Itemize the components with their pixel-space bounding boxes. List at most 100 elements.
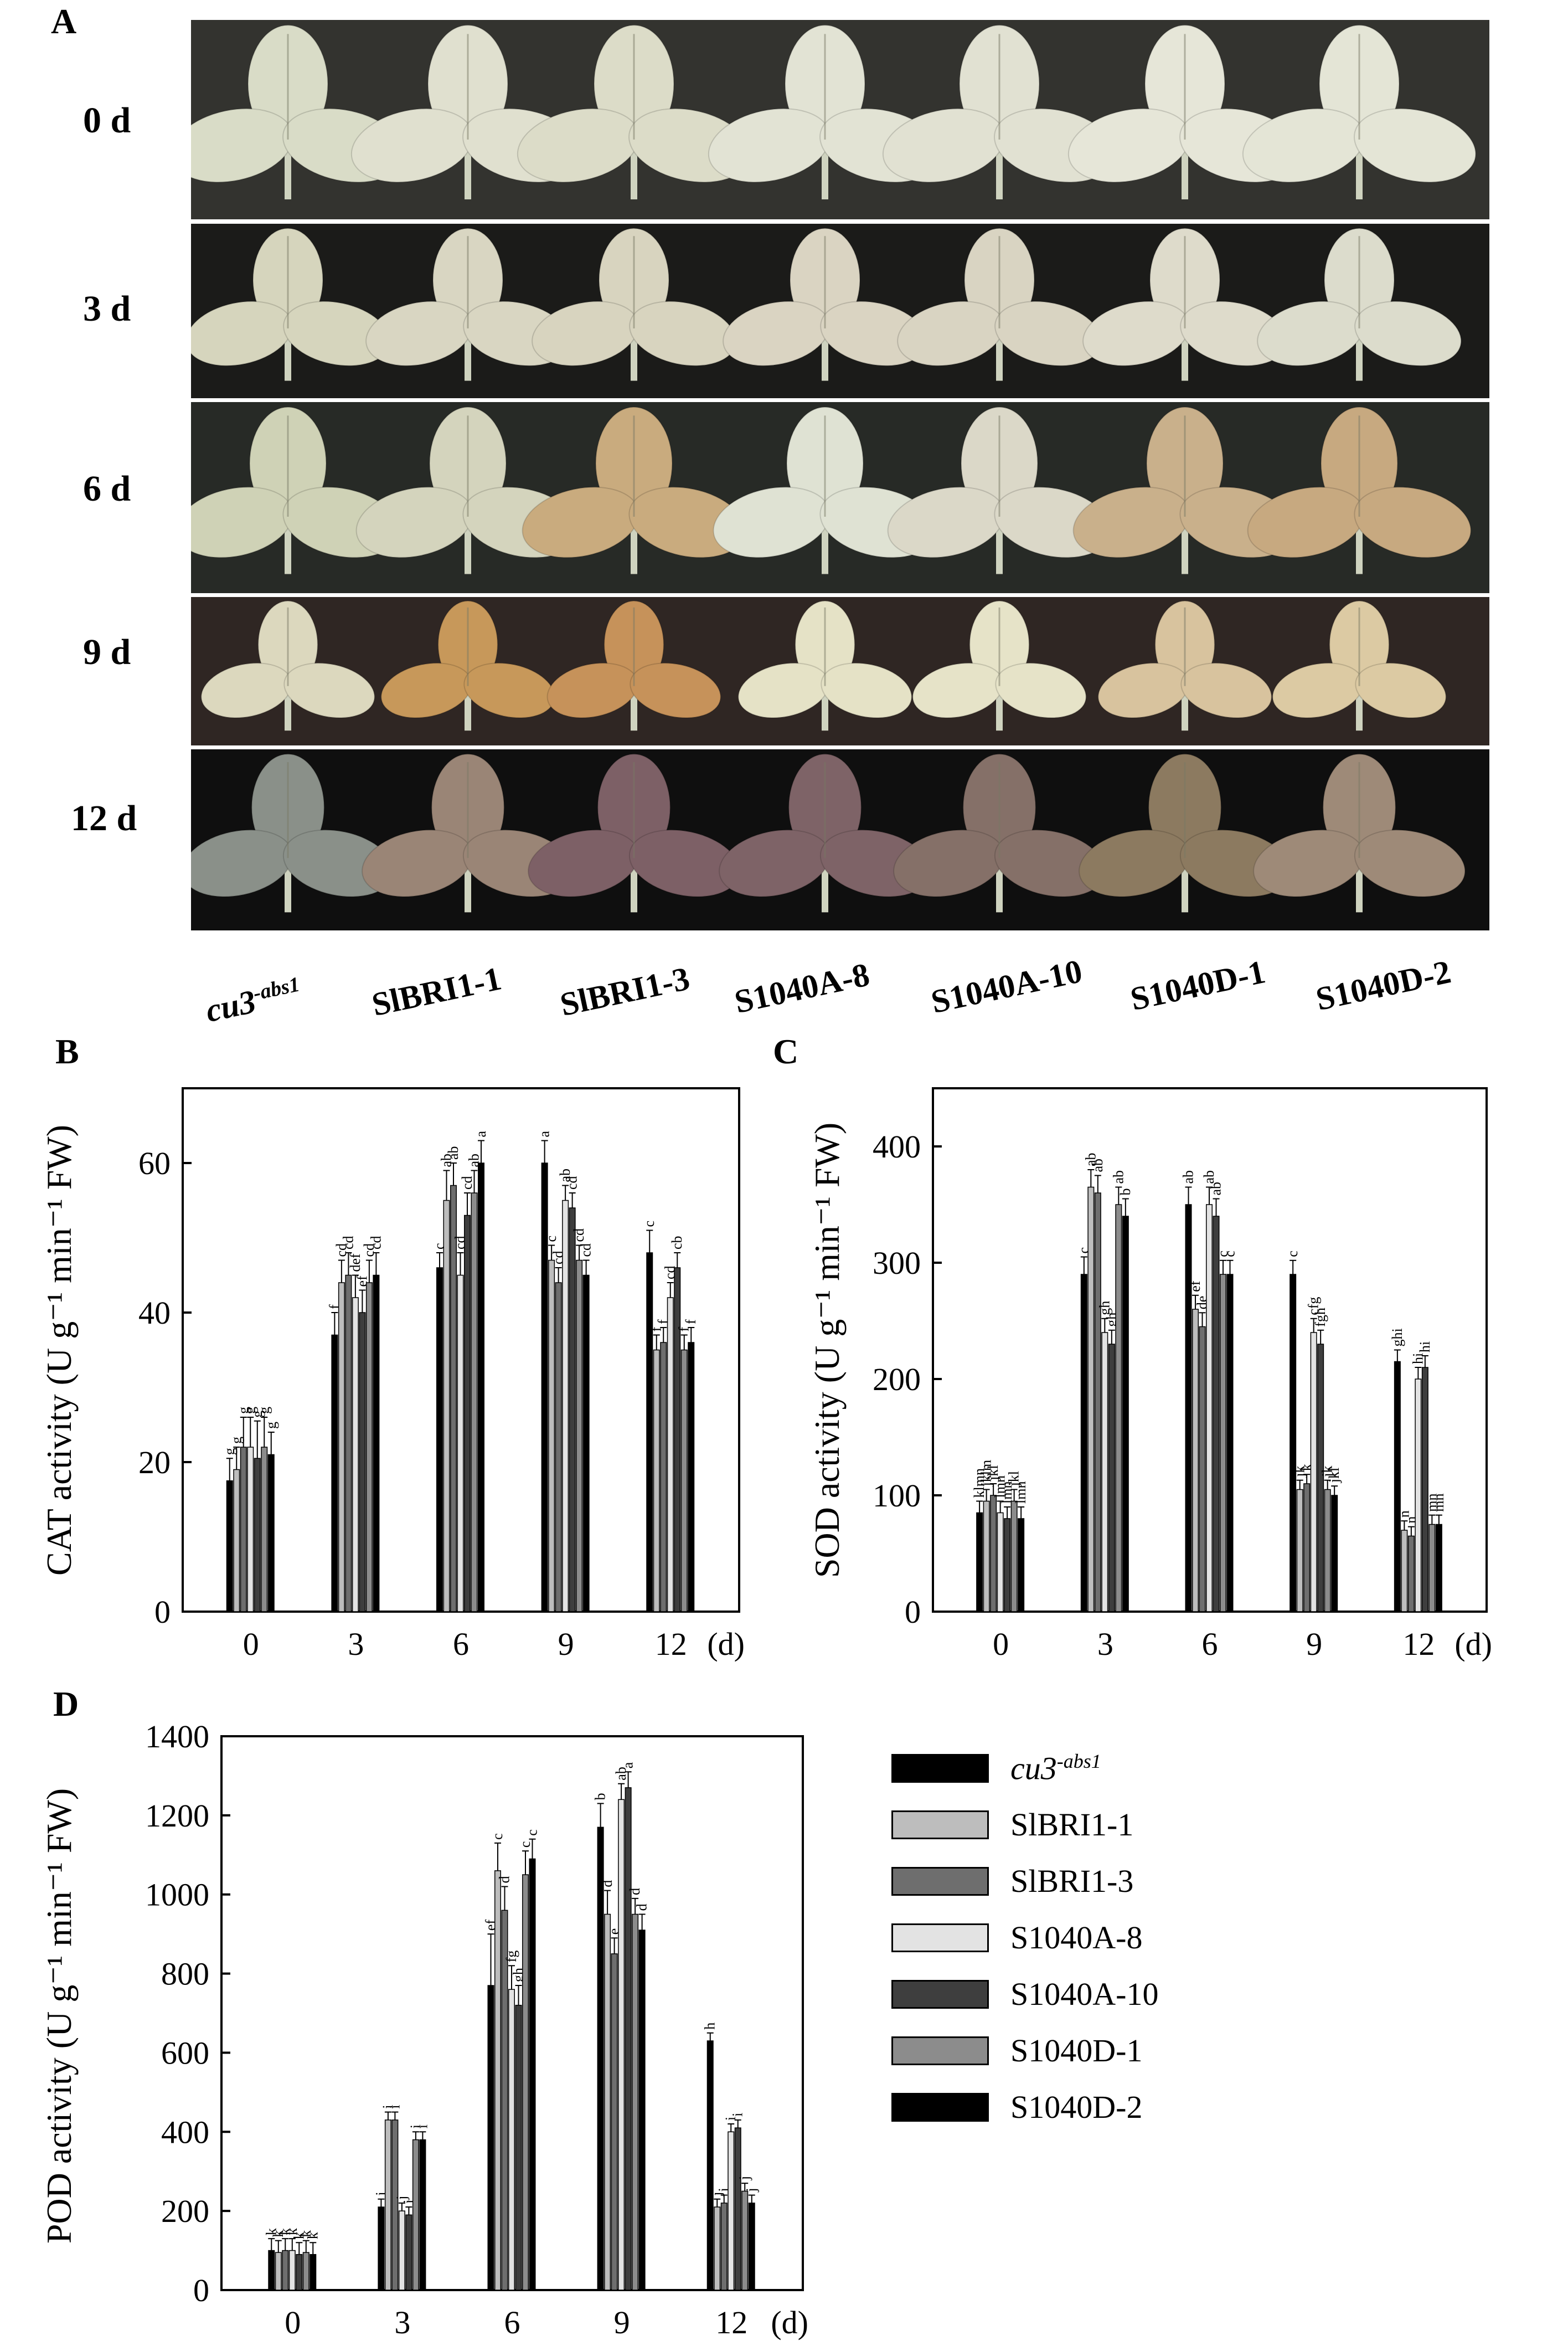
y-axis-label: SOD activity (U g⁻¹ min⁻¹ FW) (807, 1123, 847, 1578)
significance-letter: ghi (1389, 1328, 1405, 1346)
leaf-specimen (528, 753, 740, 913)
significance-letter: cb (669, 1236, 685, 1249)
leaf-stem (996, 140, 1003, 199)
x-tick-label: 6 (453, 1626, 469, 1662)
significance-letter: c (1076, 1247, 1092, 1254)
bar (478, 1162, 484, 1612)
bar (405, 2214, 412, 2291)
significance-letter: ab (445, 1146, 461, 1160)
y-axis-label: CAT activity (U g⁻¹ min⁻¹ FW) (39, 1125, 79, 1576)
leaf-specimen (1097, 600, 1272, 731)
bar (443, 1200, 450, 1612)
significance-letter: i (723, 2117, 739, 2121)
significance-letter: klmn (971, 1468, 987, 1498)
bar (1185, 1204, 1192, 1612)
bar (338, 1282, 345, 1612)
leaf-stem (465, 140, 471, 199)
legend-swatch (891, 1810, 989, 1839)
significance-letter: j (716, 2188, 732, 2192)
leaf-specimen (1257, 228, 1462, 381)
significance-letter: a (473, 1131, 489, 1138)
y-tick-label: 0 (193, 2272, 209, 2308)
x-tick-label: 6 (1202, 1626, 1218, 1662)
leaf-photo-panel (191, 20, 1489, 930)
bar (660, 1342, 667, 1612)
bar (464, 1215, 471, 1612)
leaf-specimen (1082, 228, 1287, 381)
significance-letter: fg (503, 1951, 519, 1963)
significance-letter: b (1117, 1189, 1133, 1196)
leaf-specimen (737, 600, 912, 731)
bar (391, 2119, 399, 2291)
y-tick-label: 200 (161, 2193, 209, 2229)
significance-letter: k (284, 2228, 300, 2235)
leaf-specimen (1072, 407, 1297, 574)
significance-letter: e (606, 1928, 622, 1935)
bar (345, 1274, 352, 1612)
bar (541, 1162, 548, 1612)
leaf-stem (285, 140, 291, 199)
bar (741, 2190, 749, 2291)
significance-letter: cd (333, 1243, 349, 1257)
leaf-stem (822, 517, 828, 574)
bar (1010, 1500, 1018, 1612)
significance-letter: g (242, 1407, 258, 1414)
photo-row-0d (191, 20, 1489, 219)
chart-d: 0 200 400 600 800 1000 1200 1400 POD activity (U… (39, 1719, 808, 2340)
leaf-stem (465, 328, 471, 381)
x-tick-label: 0 (243, 1626, 259, 1662)
bar (1310, 1332, 1317, 1612)
bar (412, 2139, 419, 2291)
y-tick-label: 100 (873, 1478, 921, 1514)
significance-letter: c (431, 1243, 447, 1249)
photo-row-6d (191, 402, 1489, 593)
leaflet-right (283, 662, 375, 719)
bar (1018, 1518, 1025, 1612)
significance-letter: n (1396, 1510, 1412, 1517)
legend-label: S1040D-2 (1010, 2089, 1143, 2125)
x-tick-label: 9 (558, 1626, 574, 1662)
x-axis-unit-label: (d) (707, 1626, 745, 1662)
significance-letter: g (249, 1411, 265, 1418)
significance-letter: ef (1187, 1280, 1203, 1292)
significance-letter: cd (459, 1176, 475, 1190)
bar (436, 1267, 443, 1612)
significance-letter: gh (1096, 1301, 1112, 1315)
bar (1220, 1274, 1226, 1612)
leaf-stem (996, 517, 1003, 574)
legend-swatch (891, 1980, 989, 2009)
leaflet-right (1354, 829, 1466, 898)
bar (501, 1910, 508, 2291)
x-tick-label: 3 (1097, 1626, 1113, 1662)
y-tick-label: 1200 (145, 1798, 209, 1834)
significance-letter: jkl (985, 1465, 1001, 1481)
x-tick-label: 12 (655, 1626, 687, 1662)
chart-c: 0 100 200 300 400 SOD activity (U g⁻¹ min⁻¹ F… (807, 1087, 1492, 1662)
x-tick-label: 9 (614, 2304, 630, 2340)
bar (282, 2250, 289, 2291)
significance-letter: k (270, 2230, 286, 2237)
y-tick-label: 0 (154, 1594, 171, 1630)
leaf-stem (1182, 140, 1188, 199)
day-label-3d: 3 d (83, 289, 131, 329)
legend-item: S1040A-10 (891, 1973, 1390, 2018)
bar (310, 2254, 317, 2291)
significance-letter: j (744, 2188, 760, 2192)
y-tick-label: 60 (138, 1145, 171, 1181)
bar (1317, 1344, 1324, 1612)
significance-letter: d (599, 1880, 615, 1887)
bar (359, 1312, 366, 1612)
bar (302, 2252, 310, 2291)
bar (1199, 1326, 1206, 1612)
significance-letter: h (702, 2023, 718, 2030)
leaf-specimen (912, 600, 1087, 731)
significance-letter: i (414, 2124, 430, 2128)
bar (267, 1454, 275, 1612)
bar (674, 1267, 681, 1612)
legend-label: S1040D-1 (1010, 2033, 1143, 2069)
significance-letter: ab (1208, 1182, 1224, 1196)
y-tick-label: 200 (873, 1361, 921, 1397)
bar (597, 1827, 604, 2291)
bar (373, 1274, 380, 1612)
